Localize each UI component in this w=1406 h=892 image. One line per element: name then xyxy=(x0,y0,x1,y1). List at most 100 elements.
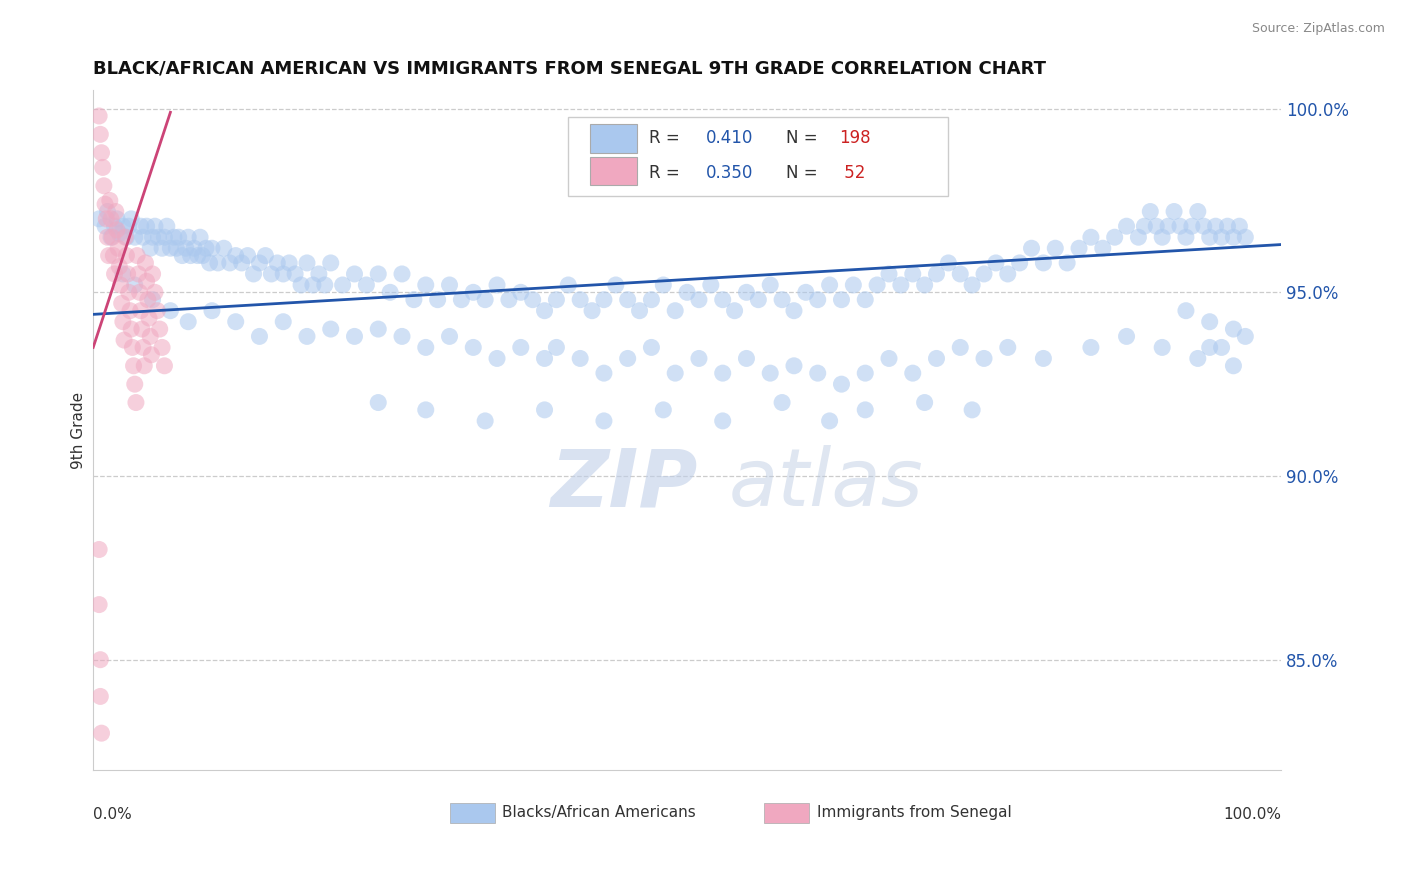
Point xyxy=(676,285,699,300)
Point xyxy=(319,256,342,270)
Point xyxy=(735,351,758,366)
Point xyxy=(114,230,136,244)
Point xyxy=(949,267,972,281)
Point xyxy=(1152,230,1174,244)
Point xyxy=(853,403,876,417)
Point xyxy=(91,161,114,175)
Point xyxy=(1234,230,1257,244)
Point xyxy=(138,311,160,326)
Point xyxy=(183,241,205,255)
Point xyxy=(103,249,125,263)
Point xyxy=(877,351,900,366)
Point xyxy=(1032,351,1054,366)
Point xyxy=(830,377,852,392)
Y-axis label: 9th Grade: 9th Grade xyxy=(72,392,86,468)
Point xyxy=(163,230,186,244)
Text: Blacks/African Americans: Blacks/African Americans xyxy=(502,805,696,821)
Point xyxy=(1187,204,1209,219)
Point xyxy=(225,249,247,263)
Point xyxy=(914,395,936,409)
Point xyxy=(108,227,131,241)
Text: R =: R = xyxy=(650,128,685,147)
Point xyxy=(142,230,165,244)
Point xyxy=(128,285,150,300)
Point xyxy=(117,267,139,281)
Point xyxy=(1139,204,1161,219)
Point xyxy=(89,211,111,226)
Text: Source: ZipAtlas.com: Source: ZipAtlas.com xyxy=(1251,22,1385,36)
Point xyxy=(143,219,166,234)
Point xyxy=(367,267,389,281)
Point xyxy=(973,267,995,281)
Point xyxy=(973,351,995,366)
Point xyxy=(640,340,662,354)
Point xyxy=(108,260,131,274)
FancyBboxPatch shape xyxy=(568,118,949,195)
Point xyxy=(546,340,568,354)
Point xyxy=(533,403,555,417)
FancyBboxPatch shape xyxy=(589,157,637,186)
Point xyxy=(120,211,142,226)
Point xyxy=(735,285,758,300)
Point xyxy=(1205,219,1227,234)
Point xyxy=(1187,351,1209,366)
Point xyxy=(616,351,638,366)
Point xyxy=(174,241,197,255)
Text: N =: N = xyxy=(786,128,823,147)
Point xyxy=(533,351,555,366)
Point xyxy=(367,395,389,409)
Text: 100.0%: 100.0% xyxy=(1223,807,1281,822)
Point xyxy=(664,303,686,318)
Point xyxy=(890,277,912,292)
Point xyxy=(96,204,118,219)
Point xyxy=(129,219,152,234)
Point xyxy=(367,322,389,336)
Point xyxy=(139,329,162,343)
Point xyxy=(901,366,924,380)
Point xyxy=(914,277,936,292)
Point xyxy=(177,230,200,244)
Point xyxy=(391,267,413,281)
Point xyxy=(249,329,271,343)
Point xyxy=(830,293,852,307)
Point xyxy=(794,285,817,300)
Point xyxy=(569,293,592,307)
Point xyxy=(818,414,841,428)
Point xyxy=(319,322,342,336)
Point xyxy=(97,249,120,263)
Point xyxy=(426,293,449,307)
Point xyxy=(925,267,948,281)
Point xyxy=(877,267,900,281)
Point xyxy=(450,293,472,307)
Point xyxy=(783,303,806,318)
Point xyxy=(1008,256,1031,270)
Point xyxy=(866,277,889,292)
Point xyxy=(1080,230,1102,244)
Point xyxy=(146,303,169,318)
Point xyxy=(1128,230,1150,244)
Point xyxy=(984,256,1007,270)
Point xyxy=(1198,340,1220,354)
Point xyxy=(295,329,318,343)
Point xyxy=(278,256,301,270)
Text: N =: N = xyxy=(786,164,823,182)
Point xyxy=(120,322,142,336)
Point xyxy=(111,315,134,329)
Point xyxy=(207,256,229,270)
Point xyxy=(129,303,152,318)
Point xyxy=(997,340,1019,354)
Point xyxy=(198,256,221,270)
Point xyxy=(201,241,224,255)
Point xyxy=(132,230,155,244)
Point xyxy=(343,329,366,343)
Point xyxy=(533,303,555,318)
Point xyxy=(96,211,118,226)
Point xyxy=(142,267,165,281)
Point xyxy=(124,377,146,392)
Point xyxy=(295,256,318,270)
Point xyxy=(284,267,307,281)
Point xyxy=(652,277,675,292)
Point xyxy=(111,267,134,281)
Point xyxy=(1133,219,1156,234)
Point xyxy=(90,726,112,740)
